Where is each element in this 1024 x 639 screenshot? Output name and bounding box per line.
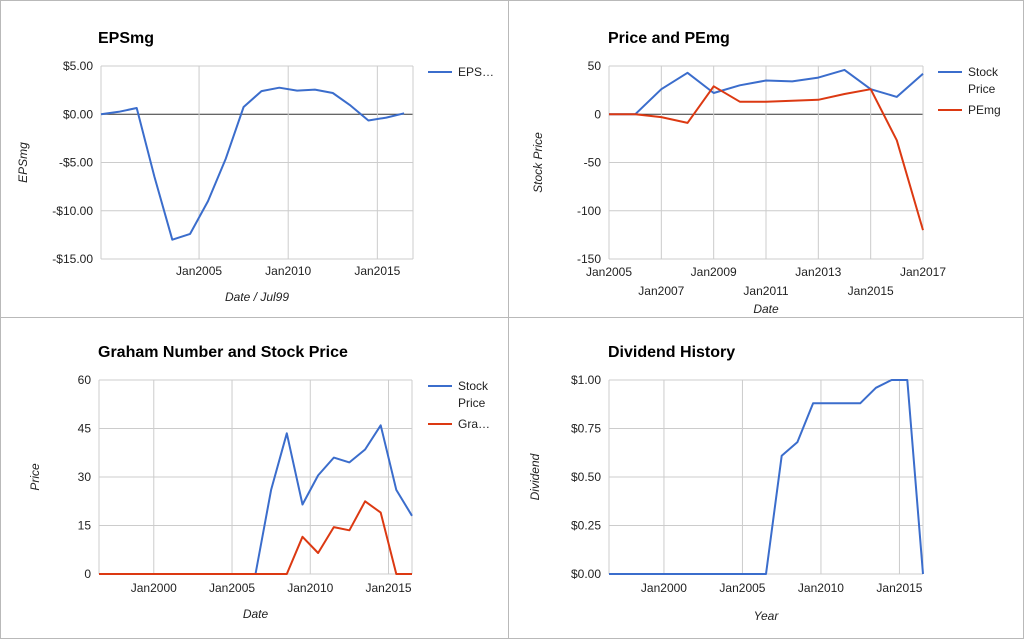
x-tick-label: Jan2010 xyxy=(287,581,333,595)
legend-label-2: Gra… xyxy=(458,417,490,431)
y-tick-label: -$5.00 xyxy=(59,156,93,170)
y-tick-label: $1.00 xyxy=(571,373,601,387)
x-tick-label: Jan2015 xyxy=(366,581,412,595)
y-tick-label: 30 xyxy=(78,470,92,484)
y-axis-label: Stock Price xyxy=(531,132,545,193)
y-tick-label: 0 xyxy=(594,107,601,121)
x-tick-label: Jan2005 xyxy=(719,581,765,595)
x-axis-label: Date / Jul99 xyxy=(225,290,289,304)
y-axis-label: EPSmg xyxy=(16,142,30,183)
y-tick-label: -50 xyxy=(584,156,602,170)
panel-graham: Graham Number and Stock Price 60 45 30 15 0 Ja… xyxy=(0,317,509,639)
x-tick-label: Jan2005 xyxy=(586,265,632,279)
y-tick-label: $0.75 xyxy=(571,422,601,436)
legend-label-1: Stock Price xyxy=(968,65,999,96)
series-line-2 xyxy=(609,85,924,231)
y-tick-label: -100 xyxy=(577,204,601,218)
chart-title: Price and PEmg xyxy=(608,30,730,47)
y-tick-label: 45 xyxy=(78,422,92,436)
y-tick-label: 50 xyxy=(588,59,602,73)
y-tick-label: -150 xyxy=(577,252,601,266)
legend-label-1: Stock Price xyxy=(458,379,489,410)
y-tick-label: $0.50 xyxy=(571,470,601,484)
y-tick-label: 60 xyxy=(78,373,92,387)
panel-epsmg: EPSmg $5.00 $0.00 -$5.00 -$10.00 -$15.00 Jan20… xyxy=(0,0,509,318)
chart-title: Graham Number and Stock Price xyxy=(98,344,348,361)
y-tick-label: $0.25 xyxy=(571,519,601,533)
y-axis-label: Dividend xyxy=(528,453,542,500)
chart-graham: Graham Number and Stock Price 60 45 30 15 0 Ja… xyxy=(28,344,490,621)
chart-epsmg: EPSmg $5.00 $0.00 -$5.00 -$10.00 -$15.00 Jan20… xyxy=(16,30,494,304)
x-tick-label: Jan2000 xyxy=(641,581,687,595)
panel-dividend: Dividend History $1.00 $0.75 $0.50 $0.25 $0.0… xyxy=(508,317,1024,639)
y-tick-label: -$10.00 xyxy=(52,204,93,218)
series-line-1 xyxy=(100,86,405,241)
x-axis-label: Date xyxy=(243,607,269,621)
y-axis-label: Price xyxy=(28,463,42,491)
x-axis-label: Date xyxy=(753,302,779,316)
x-tick-label: Jan2017 xyxy=(900,265,946,279)
x-tick-label: Jan2000 xyxy=(131,581,177,595)
series-line-2 xyxy=(99,500,412,575)
x-tick-label: Jan2009 xyxy=(691,265,737,279)
chart-title: Dividend History xyxy=(608,344,735,361)
x-tick-label: Jan2010 xyxy=(265,264,311,278)
x-tick-label: Jan2007 xyxy=(638,284,684,298)
x-tick-label: Jan2010 xyxy=(798,581,844,595)
panel-price-pemg: Price and PEmg 50 0 -50 -100 -150 Jan2005 Jan20… xyxy=(508,0,1024,318)
y-tick-label: $0.00 xyxy=(63,107,93,121)
x-tick-label: Jan2011 xyxy=(743,284,788,298)
legend-label-1: EPS… xyxy=(458,65,494,79)
chart-dividend: Dividend History $1.00 $0.75 $0.50 $0.25 $0.0… xyxy=(528,344,924,623)
series-line-1 xyxy=(609,379,924,575)
x-tick-label: Jan2015 xyxy=(848,284,894,298)
y-tick-label: -$15.00 xyxy=(52,252,93,266)
series-line-1 xyxy=(99,424,413,575)
x-axis-label: Year xyxy=(754,609,780,623)
x-tick-label: Jan2015 xyxy=(876,581,922,595)
legend-label-2: PEmg xyxy=(968,103,1001,117)
x-tick-label: Jan2015 xyxy=(354,264,400,278)
x-tick-label: Jan2005 xyxy=(176,264,222,278)
chart-title: EPSmg xyxy=(98,30,154,47)
y-tick-label: 0 xyxy=(84,567,91,581)
y-tick-label: $0.00 xyxy=(571,567,601,581)
y-tick-label: $5.00 xyxy=(63,59,93,73)
x-tick-label: Jan2005 xyxy=(209,581,255,595)
x-tick-label: Jan2013 xyxy=(795,265,841,279)
y-tick-label: 15 xyxy=(78,519,92,533)
